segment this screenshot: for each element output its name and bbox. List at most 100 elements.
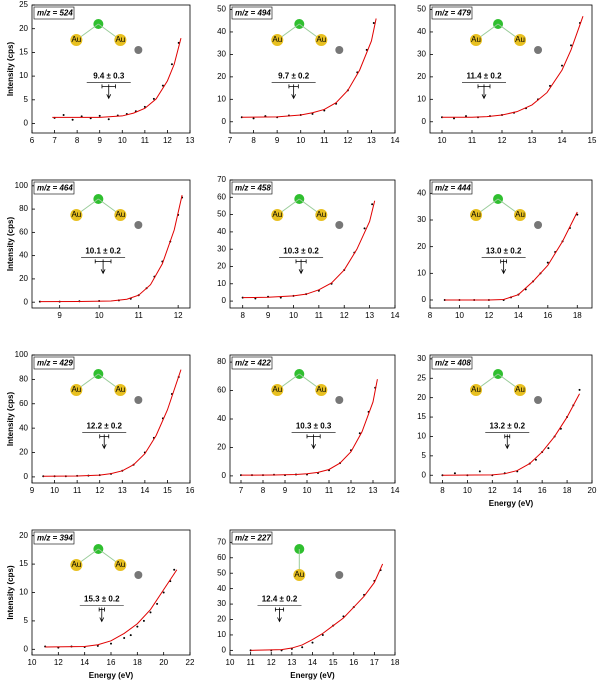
data-point bbox=[98, 114, 101, 117]
y-tick-label: 60 bbox=[217, 192, 226, 201]
data-point bbox=[478, 470, 481, 473]
inset-atom-label: Au bbox=[71, 385, 81, 394]
data-point bbox=[311, 112, 314, 115]
title-box bbox=[231, 356, 273, 370]
title-box bbox=[231, 531, 273, 545]
y-tick-label: 80 bbox=[19, 374, 28, 383]
inset-atom-label: Au bbox=[471, 210, 481, 219]
data-point bbox=[107, 118, 110, 121]
x-tick-label: 14 bbox=[513, 486, 522, 495]
inset-atom-au bbox=[315, 209, 328, 221]
plot-frame bbox=[31, 179, 191, 309]
x-tick-label: 13 bbox=[365, 311, 374, 320]
x-tick-label: 9 bbox=[275, 136, 280, 145]
panel: 8 9 10 11 12 13 14 0 10 20 30 40 50 60 70 m/z = 458 Au Au… bbox=[217, 175, 400, 320]
y-tick-label: 40 bbox=[417, 27, 426, 36]
data-point bbox=[62, 113, 65, 116]
data-point bbox=[561, 64, 563, 67]
y-tick-label: 15 bbox=[19, 559, 28, 568]
x-tick-label: 9 bbox=[283, 486, 288, 495]
inset-atom-c bbox=[134, 46, 143, 54]
plot-frame bbox=[429, 354, 593, 484]
x-tick-label: 20 bbox=[159, 658, 168, 667]
x-tick-label: 9 bbox=[97, 136, 102, 145]
inset-atom-label: Au bbox=[272, 210, 282, 219]
x-tick-label: 6 bbox=[30, 136, 35, 145]
data-point bbox=[547, 447, 550, 450]
inset-atom-au bbox=[271, 34, 284, 46]
plot-frame bbox=[31, 354, 191, 484]
y-tick-label: 40 bbox=[417, 188, 426, 197]
data-point bbox=[546, 261, 549, 264]
data-point bbox=[453, 117, 455, 120]
y-tick-label: 20 bbox=[417, 242, 426, 251]
threshold-label: 9.7 ± 0.2 bbox=[278, 71, 310, 80]
y-tick-label: 10 bbox=[417, 268, 426, 277]
panel: 10 11 12 13 14 15 16 17 18 0 10 20 30 40 50 60 70 Energy … bbox=[217, 529, 400, 680]
x-tick-label: 14 bbox=[391, 486, 400, 495]
title-box bbox=[33, 356, 75, 370]
x-tick-label: 12 bbox=[95, 486, 104, 495]
fit-line bbox=[52, 38, 182, 118]
panel-title: m/z = 444 bbox=[435, 184, 471, 193]
panel-title: m/z = 524 bbox=[37, 9, 73, 18]
inset-atom-c bbox=[335, 221, 344, 229]
x-tick-label: 11 bbox=[246, 658, 255, 667]
data-point bbox=[576, 213, 579, 216]
y-axis-label: Intensity (cps) bbox=[6, 217, 15, 272]
data-point bbox=[534, 458, 537, 461]
x-tick-label: 7 bbox=[52, 136, 57, 145]
y-tick-label: 30 bbox=[217, 50, 226, 59]
panel-title: m/z = 429 bbox=[37, 359, 73, 368]
y-tick-label: 25 bbox=[19, 0, 28, 9]
y-tick-label: 0 bbox=[422, 470, 427, 479]
data-point bbox=[570, 44, 572, 47]
y-tick-label: 30 bbox=[417, 215, 426, 224]
panel: 7 8 9 10 11 12 13 14 0 10 20 30 40 50 m/z = 494 Au Au 9.7… bbox=[217, 4, 400, 145]
data-point bbox=[110, 642, 112, 645]
x-tick-label: 11 bbox=[320, 136, 329, 145]
y-tick-label: 40 bbox=[19, 423, 28, 432]
x-axis-label: Energy (eV) bbox=[489, 499, 534, 508]
y-axis-label: Intensity (cps) bbox=[6, 392, 15, 447]
x-tick-label: 12 bbox=[498, 136, 507, 145]
y-axis-label: Intensity (cps) bbox=[6, 42, 15, 97]
x-tick-label: 8 bbox=[251, 136, 256, 145]
data-point bbox=[254, 297, 257, 300]
x-axis-label: Energy (eV) bbox=[290, 671, 335, 680]
fit-line bbox=[250, 563, 384, 651]
threshold-arrow bbox=[99, 607, 105, 623]
y-tick-label: 30 bbox=[417, 50, 426, 59]
inset-atom-c bbox=[134, 396, 143, 404]
y-tick-label: 50 bbox=[217, 5, 226, 14]
panel-title: m/z = 494 bbox=[235, 9, 271, 18]
data-point bbox=[162, 591, 165, 594]
threshold-label: 10.3 ± 0.2 bbox=[283, 246, 319, 255]
y-tick-label: 30 bbox=[217, 599, 226, 608]
inset-atom-label: Au bbox=[115, 35, 125, 44]
panel: 9 10 11 12 0 20 40 60 80 100 Intensity (cps) m/z = … bbox=[6, 179, 191, 320]
x-tick-label: 9 bbox=[30, 486, 35, 495]
y-tick-label: 20 bbox=[417, 393, 426, 402]
y-tick-label: 20 bbox=[217, 615, 226, 624]
x-tick-label: 11 bbox=[134, 311, 143, 320]
threshold-arrow bbox=[291, 84, 297, 100]
y-tick-label: 0 bbox=[222, 296, 227, 305]
data-point bbox=[161, 84, 164, 87]
panel: 7 8 9 10 11 12 13 14 0 20 40 60 80 m/z = 422 Au Au 10.3 … bbox=[217, 354, 400, 495]
x-tick-label: 10 bbox=[118, 136, 127, 145]
x-tick-label: 16 bbox=[538, 486, 547, 495]
title-box bbox=[431, 181, 473, 195]
inset-atom-label: Au bbox=[316, 35, 326, 44]
data-point bbox=[96, 644, 99, 647]
y-tick-label: 60 bbox=[217, 553, 226, 562]
x-tick-label: 13 bbox=[367, 136, 376, 145]
fit-line bbox=[242, 200, 376, 299]
panel-title: m/z = 422 bbox=[235, 359, 271, 368]
x-tick-label: 14 bbox=[558, 136, 567, 145]
x-tick-label: 13 bbox=[369, 486, 378, 495]
inset-atom-au bbox=[470, 209, 483, 221]
inset-atom-au bbox=[514, 209, 527, 221]
y-tick-label: 20 bbox=[19, 448, 28, 457]
inset-atom-au bbox=[271, 209, 284, 221]
